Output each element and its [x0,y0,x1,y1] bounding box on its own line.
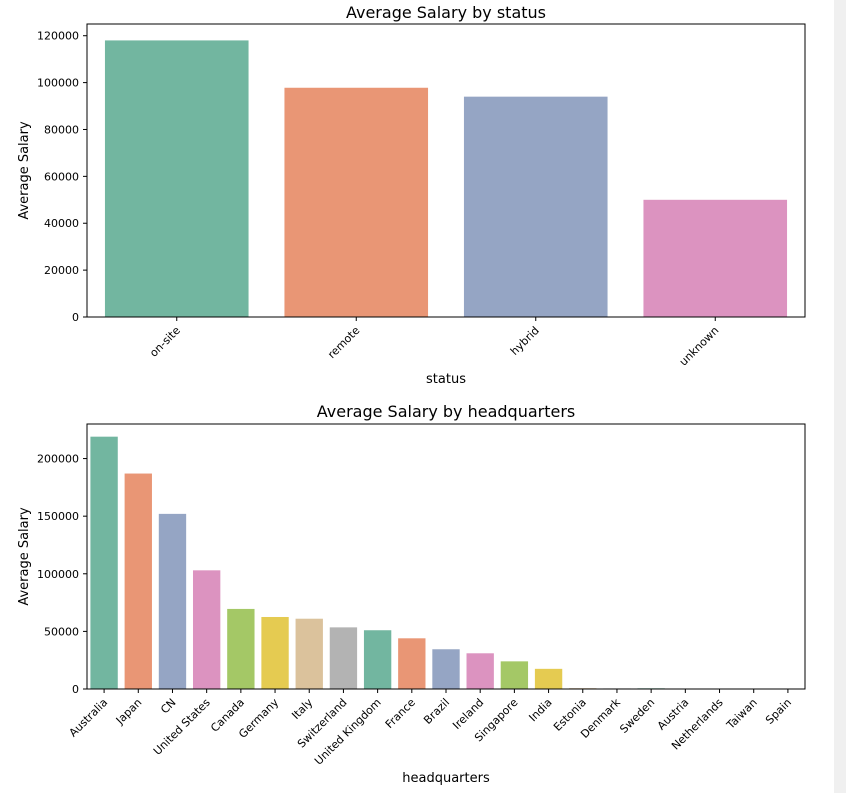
bar-canada [227,608,255,689]
y-tick-label: 100000 [37,77,79,90]
chart-2: Average Salary by headquarters 0 50000 1000… [17,402,806,786]
y-axis-label: Average Salary [17,507,32,606]
y-tick-label: 150000 [37,510,79,523]
x-tick-label: France [383,696,418,731]
x-axis-label: status [426,372,466,387]
bar-japan [124,473,152,689]
bar-switzerland [329,627,358,689]
scrollbar[interactable] [834,0,846,793]
bar-australia [90,436,118,689]
y-tick-label: 200000 [37,453,79,466]
y-tick-label: 0 [72,311,79,324]
x-tick-label: CN [158,696,178,716]
bar-cn [158,513,187,689]
bar-brazil [432,649,460,689]
y-tick-label: 0 [72,683,79,696]
chart-title: Average Salary by status [346,3,546,22]
x-axis-label: headquarters [402,771,490,786]
y-tick-label: 120000 [37,30,79,43]
bar-germany [261,616,289,689]
y-tick-label: 60000 [44,170,79,183]
x-tick-label: Brazil [421,696,452,727]
bar-india [534,668,563,689]
x-tick-label: Sweden [617,696,657,736]
bar-ireland [466,653,494,689]
x-tick-label: remote [325,324,362,361]
y-tick-label: 80000 [44,123,79,136]
plot-frame [86,23,806,318]
x-tick-label: Japan [113,696,145,728]
x-tick-label: India [526,696,554,724]
y-tick-label: 40000 [44,217,79,230]
bar-france [398,638,426,689]
chart-title: Average Salary by headquarters [317,402,576,421]
bar-united-kingdom [363,630,392,689]
bar-italy [295,618,323,689]
bar-singapore [500,661,529,689]
x-tick-label: hybrid [508,324,542,358]
y-axis-label: Average Salary [17,121,32,220]
x-tick-label: Spain [763,696,794,727]
y-tick-label: 20000 [44,264,79,277]
bar-unknown [643,199,788,317]
x-tick-label: on-site [147,324,183,360]
bar-united-states [192,570,221,689]
y-tick-label: 50000 [44,625,79,638]
x-tick-label: Italy [289,696,315,722]
x-tick-label: unknown [677,324,722,369]
bar-on-site [104,40,249,318]
chart-1: Average Salary by status 0 20000 40000 60000… [17,3,806,387]
y-tick-label: 100000 [37,568,79,581]
bar-hybrid [463,96,608,317]
x-tick-label: Taiwan [723,696,759,732]
x-tick-label: Australia [67,696,111,740]
bar-remote [284,87,429,317]
